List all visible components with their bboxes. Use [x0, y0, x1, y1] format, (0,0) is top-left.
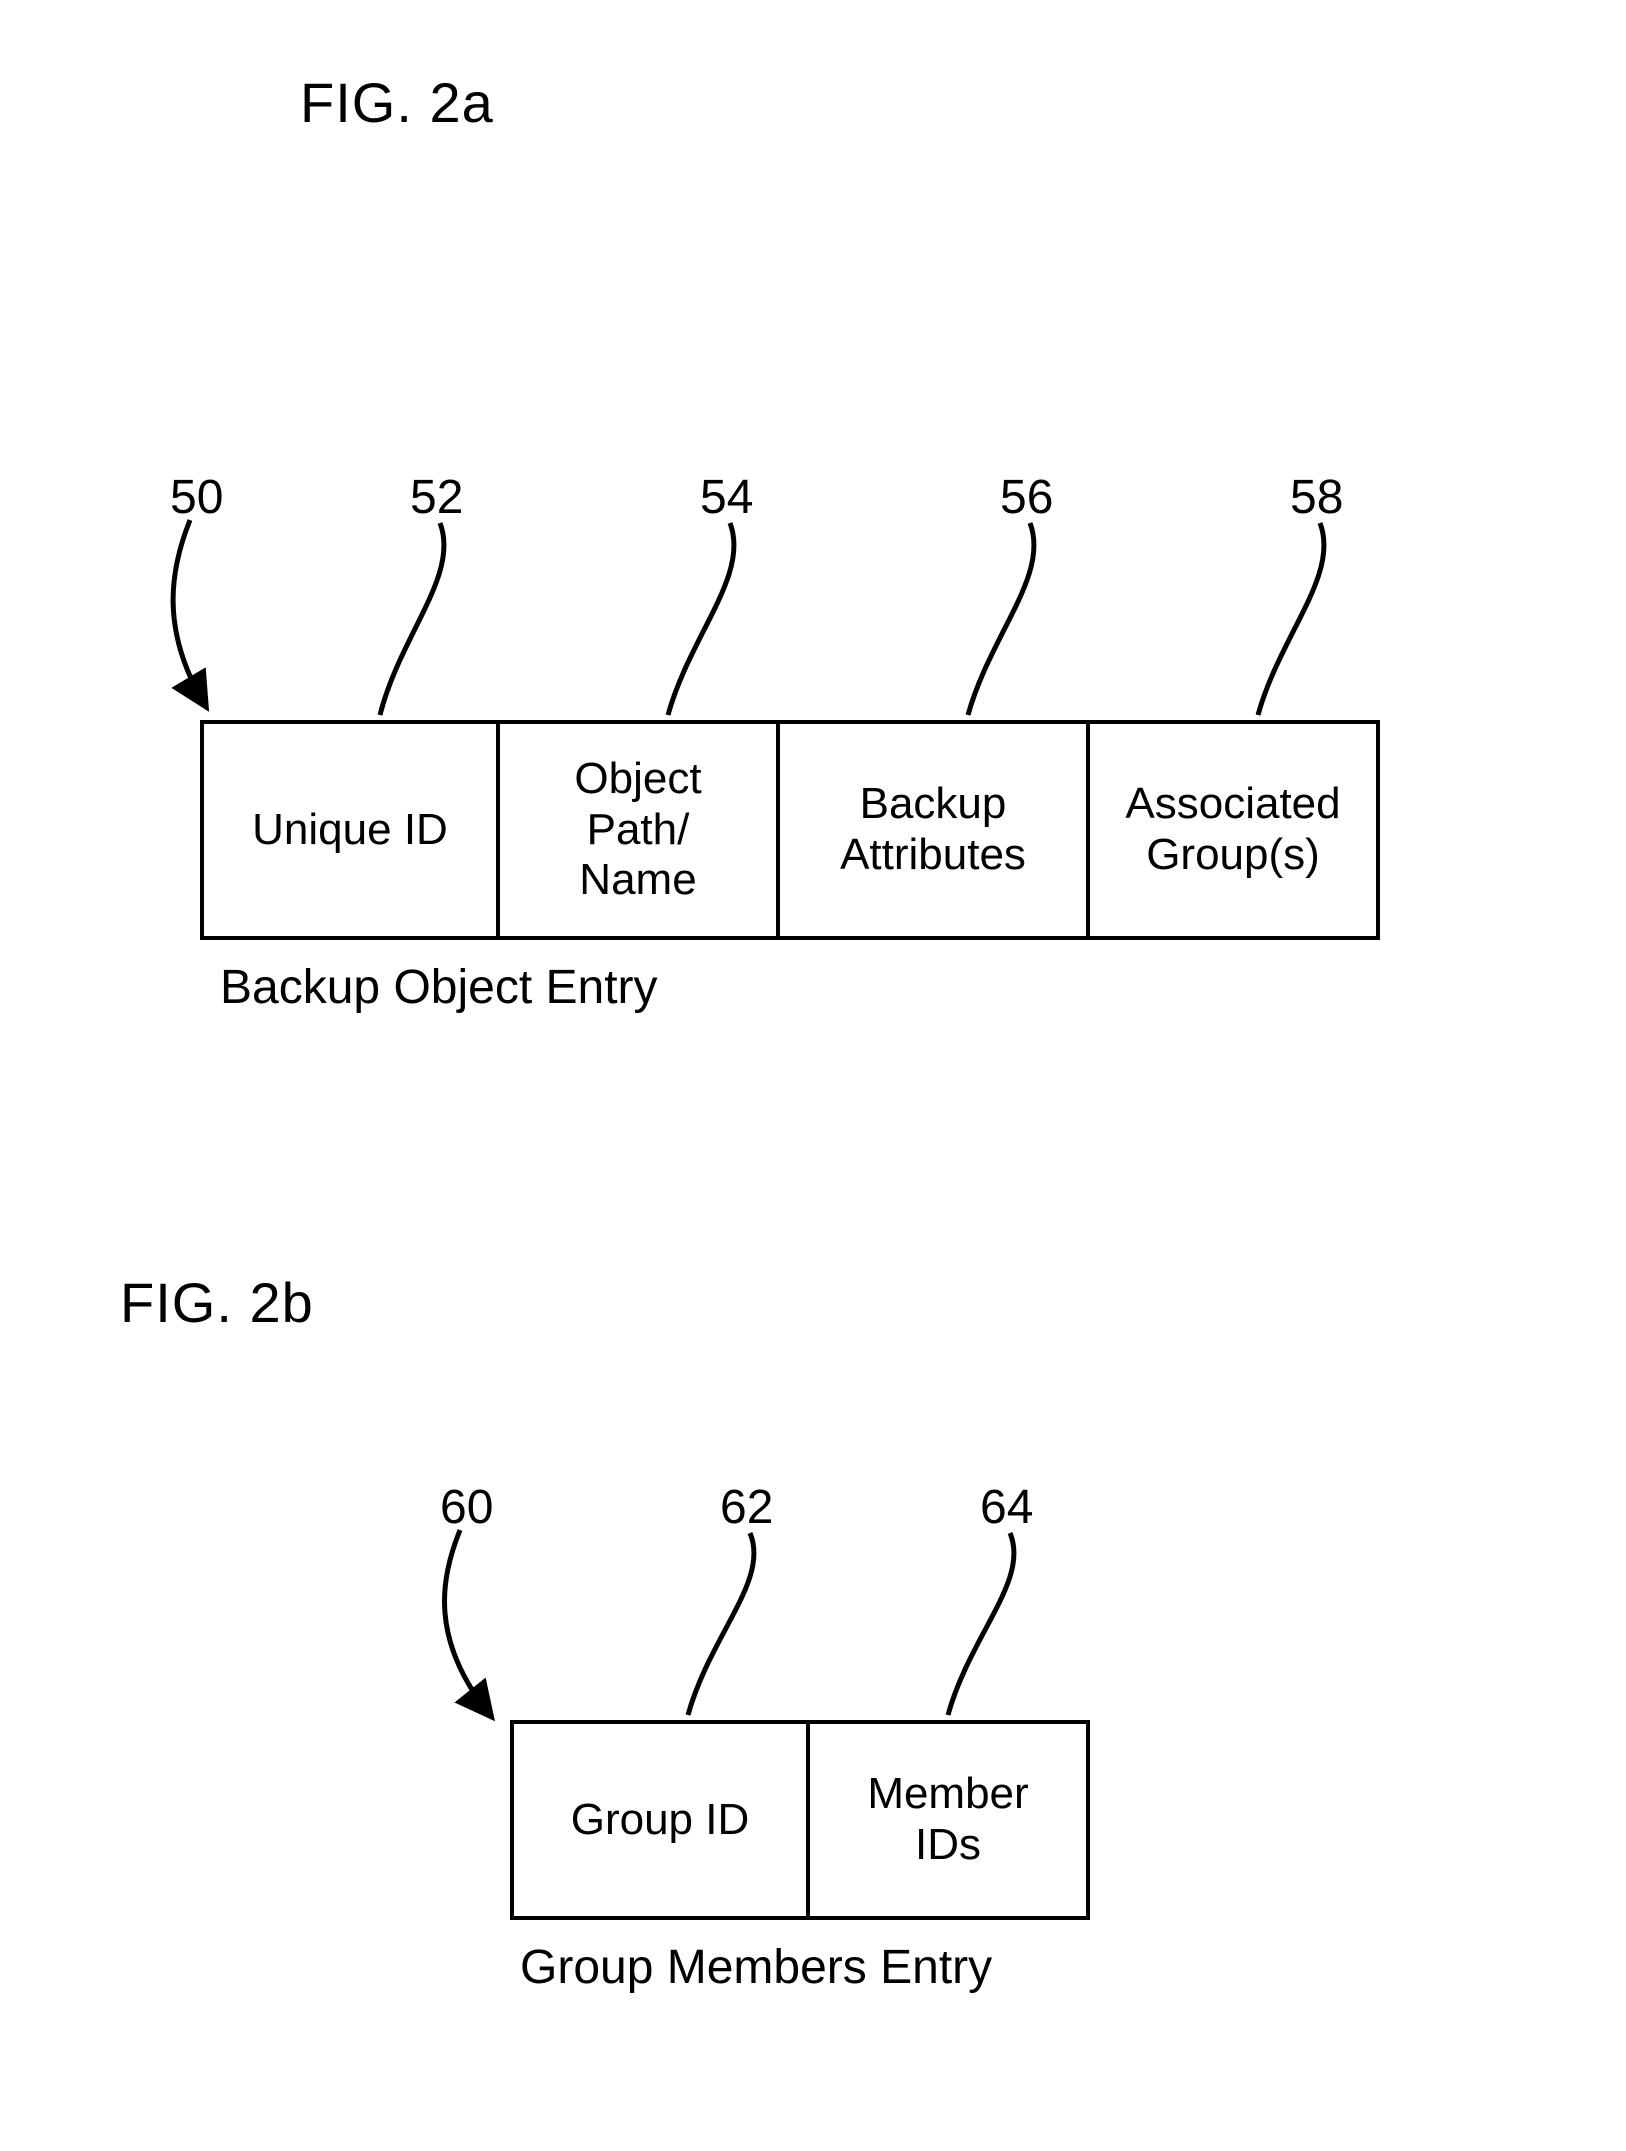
cell-associated-groups: AssociatedGroup(s) — [1090, 720, 1380, 940]
cell-group-id: Group ID — [510, 1720, 810, 1920]
fig-2b-row: Group ID MemberIDs — [510, 1720, 1090, 1920]
callout-50 — [150, 510, 270, 730]
callout-56 — [960, 515, 1080, 725]
fig-2a-caption: Backup Object Entry — [220, 960, 658, 1015]
page: FIG. 2a 50 52 54 56 58 Unique ID ObjectP… — [0, 0, 1626, 2151]
cell-object-path-name: ObjectPath/Name — [500, 720, 780, 940]
fig-2a-row: Unique ID ObjectPath/Name BackupAttribut… — [200, 720, 1380, 940]
fig-2b-label: FIG. 2b — [120, 1270, 314, 1335]
callout-58 — [1250, 515, 1370, 725]
callout-52 — [370, 515, 490, 725]
callout-64 — [940, 1525, 1060, 1725]
callout-54 — [660, 515, 780, 725]
fig-2a-label: FIG. 2a — [300, 70, 494, 135]
cell-member-ids: MemberIDs — [810, 1720, 1090, 1920]
cell-backup-attributes: BackupAttributes — [780, 720, 1090, 940]
callout-62 — [680, 1525, 800, 1725]
cell-unique-id: Unique ID — [200, 720, 500, 940]
callout-60 — [420, 1520, 550, 1730]
fig-2b-caption: Group Members Entry — [520, 1940, 992, 1995]
